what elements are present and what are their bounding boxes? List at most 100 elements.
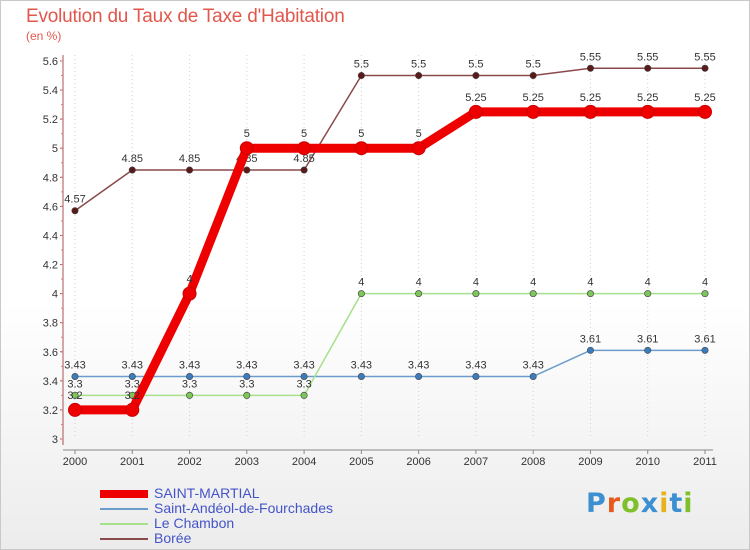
data-label: 5 xyxy=(416,128,422,140)
data-label: 4.85 xyxy=(122,153,143,165)
data-label: 5.25 xyxy=(522,92,543,104)
y-tick-label: 4.8 xyxy=(43,172,58,184)
y-tick-label: 5.4 xyxy=(43,85,58,97)
logo-letter: P xyxy=(586,488,607,519)
y-tick-label: 4.6 xyxy=(43,201,58,213)
data-label: 5.55 xyxy=(580,51,601,63)
data-label: 4 xyxy=(530,277,536,289)
data-point xyxy=(644,64,652,72)
y-tick-label: 3.8 xyxy=(43,318,58,330)
data-point xyxy=(186,372,194,380)
data-point xyxy=(701,346,709,354)
data-point xyxy=(300,391,308,399)
data-point xyxy=(415,290,423,298)
data-point xyxy=(243,166,251,174)
proxiti-logo: Proxiti xyxy=(586,488,694,519)
data-label: 5.25 xyxy=(580,92,601,104)
data-label: 4.57 xyxy=(64,194,85,206)
data-point xyxy=(239,141,254,156)
data-point xyxy=(182,286,197,301)
data-point xyxy=(468,104,483,119)
data-label: 4 xyxy=(702,277,708,289)
data-label: 3.43 xyxy=(465,359,486,371)
data-label: 4 xyxy=(473,277,479,289)
y-tick-label: 3.4 xyxy=(43,376,58,388)
logo-letter: o xyxy=(621,488,641,519)
data-label: 3.43 xyxy=(293,359,314,371)
data-point xyxy=(128,166,136,174)
data-label: 3.61 xyxy=(580,333,601,345)
data-label: 3.3 xyxy=(125,378,140,390)
legend-label: SAINT-MARTIAL xyxy=(154,485,260,501)
data-label: 3.61 xyxy=(694,333,715,345)
data-label: 5 xyxy=(358,128,364,140)
data-point xyxy=(415,72,423,80)
legend-swatch-le-chambon xyxy=(100,523,148,525)
series-line xyxy=(74,67,705,212)
x-tick-label: 2011 xyxy=(693,456,717,468)
data-label: 5.5 xyxy=(354,59,369,71)
y-tick-label: 4.4 xyxy=(43,230,58,242)
x-tick-label: 2008 xyxy=(521,456,545,468)
x-tick-label: 2001 xyxy=(120,456,144,468)
data-point xyxy=(68,402,82,417)
data-point xyxy=(701,290,709,298)
y-tick-label: 3.2 xyxy=(43,405,58,417)
data-label: 4 xyxy=(358,277,364,289)
data-label: 5.5 xyxy=(526,59,541,71)
data-point xyxy=(644,346,652,354)
data-point xyxy=(529,290,537,298)
data-label: 3.43 xyxy=(179,359,200,371)
x-tick-label: 2007 xyxy=(464,456,488,468)
data-point xyxy=(357,72,365,80)
data-label: 3.2 xyxy=(67,390,82,402)
chart-title: Evolution du Taux de Taxe d'Habitation xyxy=(26,6,345,27)
data-point xyxy=(529,72,537,80)
data-label: 3.3 xyxy=(239,378,254,390)
legend-swatch-saint-andeol xyxy=(100,508,148,510)
data-label: 5.25 xyxy=(465,92,486,104)
x-tick-label: 2002 xyxy=(177,456,201,468)
data-point xyxy=(357,290,365,298)
data-point xyxy=(698,104,712,119)
data-label: 3.3 xyxy=(67,378,82,390)
data-point xyxy=(186,166,194,174)
data-point xyxy=(640,104,655,119)
y-tick-label: 3.6 xyxy=(43,347,58,359)
data-point xyxy=(529,372,537,380)
x-tick-label: 2000 xyxy=(63,456,87,468)
data-label: 3.3 xyxy=(182,378,197,390)
data-label: 5.55 xyxy=(694,51,715,63)
data-label: 5 xyxy=(244,128,250,140)
data-label: 4.85 xyxy=(293,153,314,165)
logo-letter: r xyxy=(606,488,622,519)
data-label: 3.2 xyxy=(125,390,140,402)
data-label: 4 xyxy=(186,274,192,286)
data-label: 5.5 xyxy=(411,59,426,71)
chart-subtitle: (en %) xyxy=(26,29,62,43)
logo-letter: x xyxy=(640,488,660,519)
logo-letter: i xyxy=(683,488,694,519)
y-tick-label: 3 xyxy=(52,434,58,446)
data-label: 3.3 xyxy=(296,378,311,390)
legend-label: Borée xyxy=(154,530,192,546)
series-line xyxy=(75,292,705,397)
data-point xyxy=(186,391,194,399)
data-point xyxy=(71,391,79,399)
data-point xyxy=(243,391,251,399)
legend-label: Le Chambon xyxy=(154,515,235,531)
data-point xyxy=(125,402,140,417)
data-label: 5.55 xyxy=(637,51,658,63)
data-point xyxy=(644,290,652,298)
data-label: 5.5 xyxy=(468,59,483,71)
x-tick-label: 2005 xyxy=(349,456,373,468)
data-point xyxy=(300,166,308,174)
series-line xyxy=(75,107,705,415)
y-tick-label: 5.6 xyxy=(43,56,58,68)
legend-label: Saint-Andéol-de-Fourchades xyxy=(154,500,333,516)
data-point xyxy=(472,372,480,380)
y-tick-label: 4.2 xyxy=(43,260,58,272)
data-point xyxy=(472,72,480,80)
